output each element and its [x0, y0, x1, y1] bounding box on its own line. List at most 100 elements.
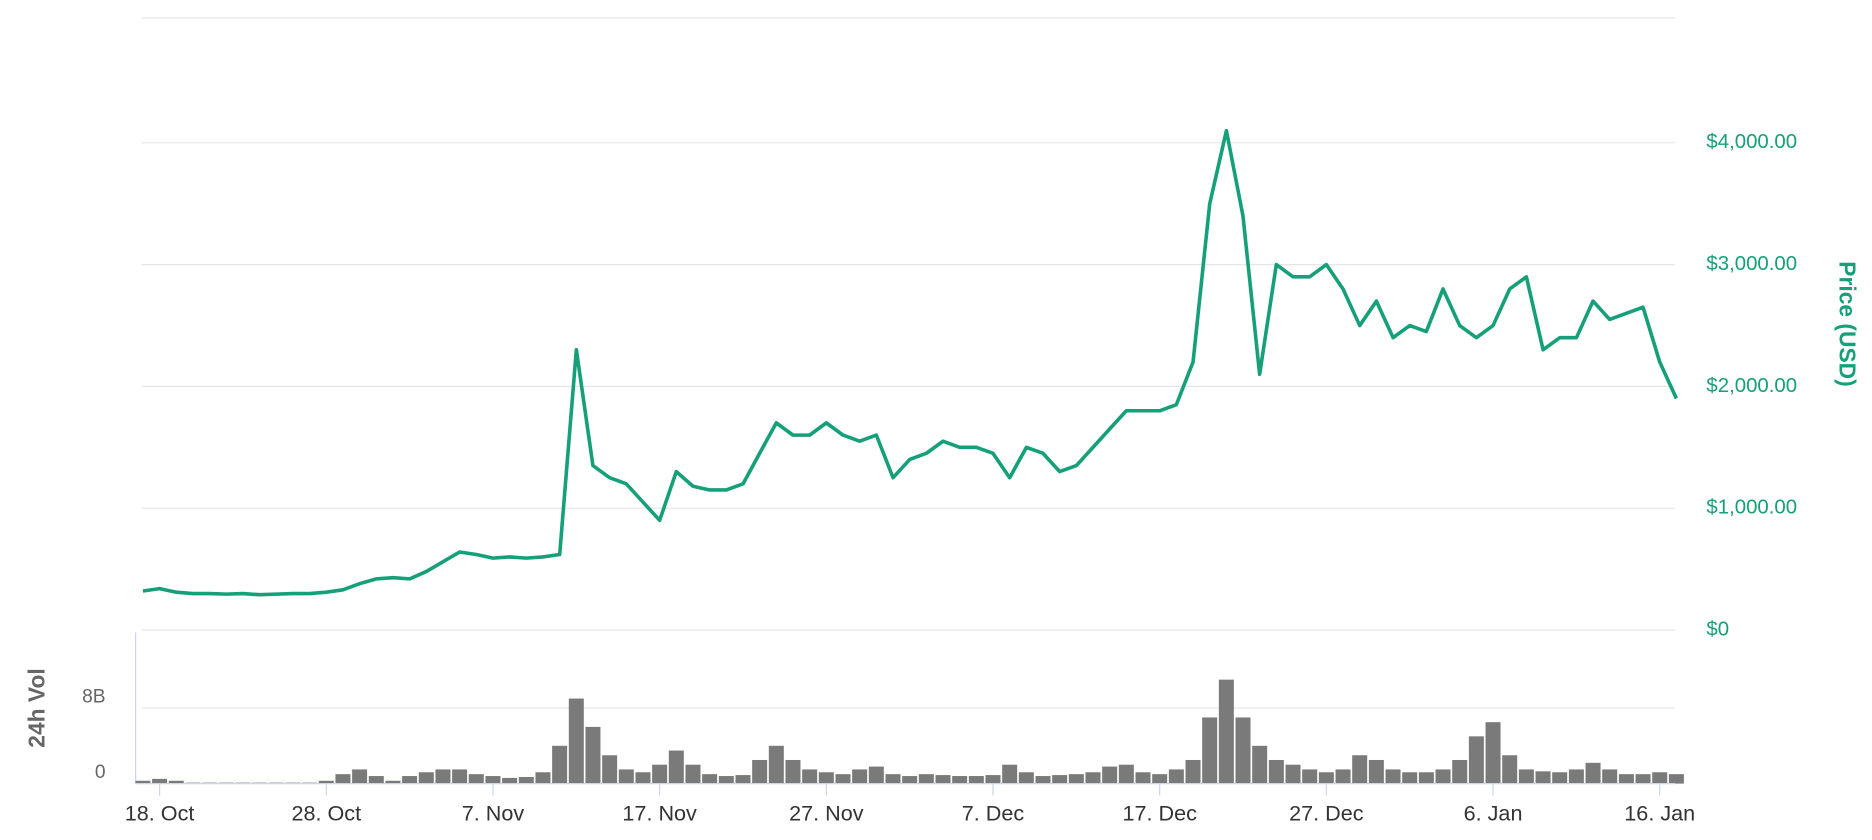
volume-bar	[868, 766, 884, 784]
price-line	[142, 128, 1679, 597]
y2-tick-label: 8B	[82, 686, 105, 707]
volume-bar	[535, 772, 551, 784]
volume-bar	[668, 750, 684, 784]
y-tick-label: $0	[1706, 618, 1729, 640]
volume-bar	[1468, 736, 1484, 784]
volume-bar	[568, 698, 584, 784]
volume-bar	[1185, 759, 1201, 784]
volume-bar	[835, 774, 851, 784]
y-tick-label: $4,000.00	[1706, 131, 1797, 153]
volume-bar	[435, 769, 451, 784]
volume-bar	[1152, 774, 1168, 784]
volume-bar	[985, 775, 1001, 784]
volume-bar	[452, 769, 468, 784]
volume-bar	[1002, 764, 1018, 784]
volume-bar	[1102, 766, 1118, 784]
volume-bar	[418, 772, 434, 784]
y-tick-label: $3,000.00	[1706, 253, 1797, 275]
volume-bar	[768, 745, 784, 784]
volume-bar	[1035, 776, 1051, 784]
volume-bar	[552, 745, 568, 784]
volume-bar	[918, 774, 934, 784]
volume-bar	[1135, 772, 1151, 784]
volume-bar	[718, 776, 734, 784]
x-tick-label: 7. Dec	[962, 801, 1025, 826]
volume-bar	[1168, 769, 1184, 784]
x-tick-label: 27. Dec	[1289, 801, 1364, 826]
volume-bar	[335, 774, 351, 784]
volume-bar	[602, 755, 618, 784]
y2-axis-title: 24h Vol	[23, 668, 49, 747]
y-tick-label: $1,000.00	[1706, 497, 1797, 519]
volume-bar	[135, 780, 151, 784]
volume-bar	[618, 769, 634, 784]
y2-tick-label: 0	[95, 762, 106, 783]
volume-bar	[1252, 745, 1268, 784]
volume-bar	[1452, 759, 1468, 784]
volume-bar	[1518, 769, 1534, 784]
volume-bar	[402, 776, 418, 784]
volume-bar	[1352, 755, 1368, 784]
x-tick-label: 16. Jan	[1624, 801, 1695, 826]
volume-bar	[785, 759, 801, 784]
volume-bar	[1602, 769, 1618, 784]
volume-bar	[1552, 772, 1568, 784]
volume-bar	[1302, 769, 1318, 784]
volume-bar	[368, 776, 384, 784]
volume-bar	[1118, 764, 1134, 784]
volume-bar	[635, 772, 651, 784]
volume-bar	[952, 776, 968, 784]
volume-bar	[1368, 759, 1384, 784]
x-tick-label: 17. Dec	[1122, 801, 1197, 826]
volume-bar	[735, 775, 751, 784]
volume-bar	[885, 774, 901, 784]
volume-bar	[752, 759, 768, 784]
volume-bar	[1218, 679, 1234, 784]
volume-bar	[585, 726, 601, 784]
volume-bar	[1202, 717, 1218, 784]
volume-bar	[935, 775, 951, 784]
volume-bar	[468, 774, 484, 784]
volume-bar	[352, 769, 368, 784]
volume-bar	[685, 764, 701, 784]
volume-bar	[1668, 774, 1684, 784]
x-tick-label: 7. Nov	[462, 801, 525, 826]
volume-bar	[652, 764, 668, 784]
volume-bar	[1502, 755, 1518, 784]
volume-bar	[702, 774, 718, 784]
volume-bar	[1318, 772, 1334, 784]
x-tick-label: 17. Nov	[622, 801, 697, 826]
volume-bar	[1335, 769, 1351, 784]
volume-bar	[168, 780, 184, 784]
volume-bar	[1235, 717, 1251, 784]
volume-bar	[485, 776, 501, 784]
volume-bar	[502, 777, 518, 784]
volume-bar	[802, 769, 818, 784]
volume-bar	[1535, 771, 1551, 784]
volume-bar	[385, 780, 401, 784]
volume-bar	[1568, 769, 1584, 784]
volume-bar	[1068, 774, 1084, 784]
volume-bar	[1018, 772, 1034, 784]
x-tick-label: 28. Oct	[291, 801, 361, 826]
volume-bar	[1285, 764, 1301, 784]
x-tick-label: 6. Jan	[1464, 801, 1523, 826]
volume-bar	[852, 769, 868, 784]
x-tick-label: 18. Oct	[125, 801, 195, 826]
volume-bar	[518, 776, 534, 784]
volume-bar	[1418, 772, 1434, 784]
volume-bar	[1085, 772, 1101, 784]
volume-bar	[1618, 774, 1634, 784]
volume-bar	[1435, 769, 1451, 784]
y-tick-label: $2,000.00	[1706, 375, 1797, 397]
volume-bar	[1385, 769, 1401, 784]
volume-bar	[818, 772, 834, 784]
volume-bar	[152, 778, 168, 784]
x-tick-label: 27. Nov	[789, 801, 864, 826]
y-axis-title: Price (USD)	[1835, 261, 1861, 386]
volume-bar	[1635, 774, 1651, 784]
volume-bar	[1402, 772, 1418, 784]
volume-bar	[1652, 772, 1668, 784]
volume-bar	[318, 780, 334, 784]
